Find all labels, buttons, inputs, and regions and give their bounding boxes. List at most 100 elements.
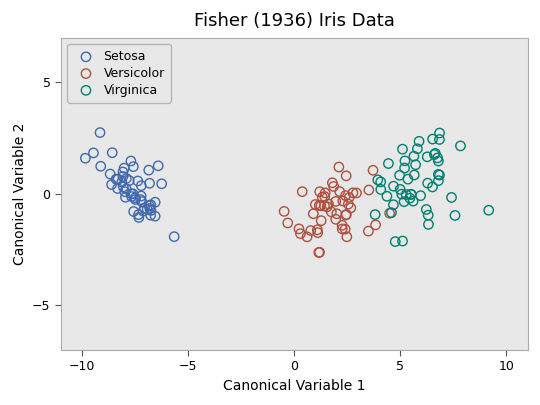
- Setosa: [146, 212, 155, 218]
- Virginica: [434, 158, 443, 164]
- Versicolor: [298, 188, 307, 195]
- Versicolor: [303, 234, 312, 240]
- Setosa: [113, 176, 122, 182]
- Virginica: [424, 221, 433, 228]
- Setosa: [125, 177, 133, 184]
- Versicolor: [332, 216, 340, 222]
- Versicolor: [324, 201, 333, 207]
- Versicolor: [332, 198, 340, 205]
- Setosa: [146, 207, 155, 214]
- Setosa: [137, 196, 145, 203]
- Versicolor: [314, 249, 323, 256]
- Versicolor: [342, 211, 350, 217]
- Versicolor: [339, 198, 347, 204]
- Virginica: [400, 198, 408, 205]
- Setosa: [96, 129, 104, 136]
- Virginica: [484, 207, 493, 213]
- Virginica: [403, 176, 412, 182]
- Virginica: [402, 191, 410, 198]
- Virginica: [376, 179, 385, 185]
- Versicolor: [315, 202, 323, 209]
- Versicolor: [311, 201, 320, 208]
- Setosa: [140, 205, 149, 211]
- Setosa: [146, 202, 155, 208]
- Setosa: [112, 176, 120, 182]
- Versicolor: [338, 222, 347, 228]
- Setosa: [121, 194, 130, 200]
- Versicolor: [342, 173, 350, 179]
- Setosa: [129, 163, 138, 170]
- Setosa: [96, 163, 105, 170]
- Virginica: [398, 146, 407, 152]
- Virginica: [383, 193, 391, 200]
- Versicolor: [280, 208, 288, 215]
- Versicolor: [352, 190, 361, 196]
- Setosa: [137, 193, 145, 199]
- Versicolor: [316, 202, 325, 209]
- Virginica: [398, 238, 407, 244]
- Virginica: [423, 153, 431, 160]
- Setosa: [145, 205, 154, 212]
- Setosa: [145, 180, 154, 186]
- Versicolor: [371, 222, 380, 228]
- Versicolor: [296, 230, 305, 237]
- Title: Fisher (1936) Iris Data: Fisher (1936) Iris Data: [194, 13, 395, 30]
- Setosa: [133, 178, 142, 184]
- Setosa: [143, 206, 152, 213]
- Virginica: [410, 172, 418, 178]
- Setosa: [131, 196, 140, 203]
- Virginica: [428, 136, 437, 142]
- Virginica: [411, 162, 420, 168]
- Virginica: [435, 136, 444, 143]
- Setosa: [170, 233, 179, 240]
- Virginica: [434, 177, 443, 184]
- Setosa: [137, 182, 146, 189]
- Virginica: [396, 186, 404, 193]
- Virginica: [389, 201, 398, 208]
- Versicolor: [345, 194, 354, 201]
- Versicolor: [321, 190, 329, 196]
- Virginica: [431, 150, 440, 157]
- Versicolor: [328, 179, 336, 186]
- Versicolor: [369, 167, 377, 173]
- Setosa: [145, 202, 154, 209]
- Setosa: [151, 213, 159, 220]
- Setosa: [157, 181, 166, 187]
- Virginica: [391, 239, 400, 245]
- Setosa: [119, 169, 127, 175]
- Versicolor: [386, 210, 394, 217]
- Versicolor: [313, 229, 322, 236]
- Versicolor: [320, 202, 329, 209]
- Setosa: [134, 211, 143, 218]
- Virginica: [435, 130, 444, 136]
- Setosa: [118, 179, 126, 185]
- Virginica: [371, 211, 380, 218]
- Setosa: [119, 183, 127, 190]
- Versicolor: [349, 190, 357, 196]
- Y-axis label: Canonical Variable 2: Canonical Variable 2: [12, 122, 26, 265]
- Virginica: [416, 192, 425, 199]
- Virginica: [409, 198, 417, 205]
- Versicolor: [317, 217, 326, 224]
- Versicolor: [309, 211, 318, 217]
- Virginica: [424, 212, 433, 218]
- Versicolor: [342, 234, 351, 240]
- Virginica: [397, 191, 406, 197]
- Versicolor: [341, 212, 350, 218]
- Virginica: [374, 177, 382, 183]
- Setosa: [113, 185, 122, 192]
- Setosa: [126, 158, 135, 164]
- Virginica: [400, 165, 409, 171]
- Setosa: [89, 150, 98, 156]
- Virginica: [395, 172, 404, 179]
- Versicolor: [315, 188, 324, 195]
- Virginica: [422, 206, 430, 213]
- Virginica: [456, 143, 465, 149]
- Versicolor: [327, 209, 336, 215]
- Virginica: [413, 145, 422, 152]
- Versicolor: [344, 201, 353, 207]
- Virginica: [434, 171, 443, 177]
- Virginica: [410, 153, 418, 160]
- Setosa: [139, 208, 147, 214]
- Virginica: [401, 158, 409, 164]
